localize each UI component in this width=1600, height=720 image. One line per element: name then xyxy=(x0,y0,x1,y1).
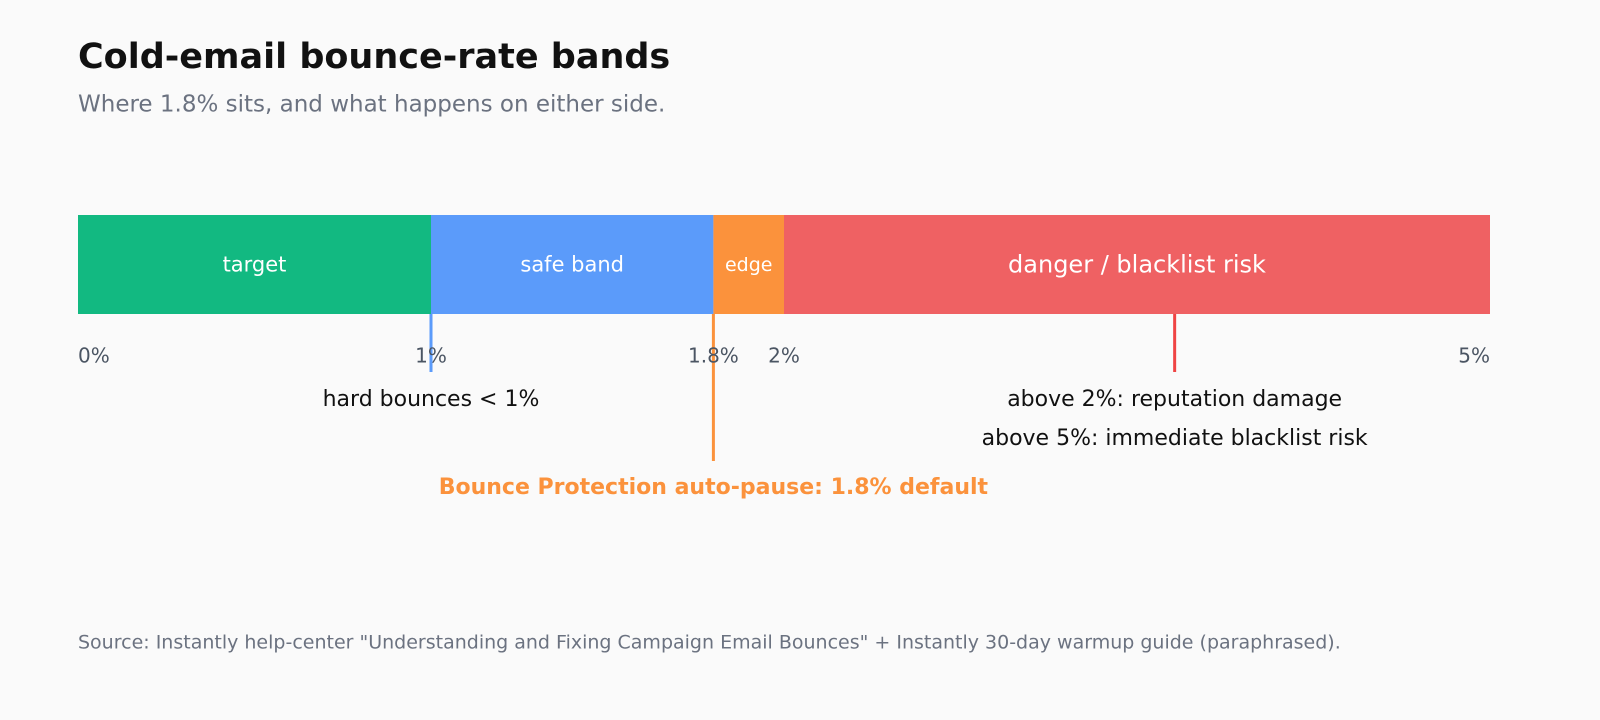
x-tick-label: 1% xyxy=(415,344,447,368)
band-segment xyxy=(431,215,714,314)
chart-subtitle: Where 1.8% sits, and what happens on eit… xyxy=(78,92,665,118)
segment-label: target xyxy=(223,253,287,277)
source-note: Source: Instantly help-center "Understan… xyxy=(78,632,1341,654)
segment-label: danger / blacklist risk xyxy=(1008,251,1266,279)
segment-label: edge xyxy=(725,254,773,276)
annotation-text: Bounce Protection auto-pause: 1.8% defau… xyxy=(439,475,989,500)
x-tick-label: 2% xyxy=(768,344,800,368)
band-segment xyxy=(784,215,1490,314)
x-tick-label: 1.8% xyxy=(688,344,739,368)
chart-title: Cold-email bounce-rate bands xyxy=(78,37,670,77)
annotation-text: above 2%: reputation damage xyxy=(1007,387,1342,412)
annotation-text: hard bounces < 1% xyxy=(323,387,540,412)
x-tick-label: 5% xyxy=(1458,344,1490,368)
annotation-text: above 5%: immediate blacklist risk xyxy=(982,426,1368,451)
x-tick-label: 0% xyxy=(78,344,110,368)
segment-label: safe band xyxy=(520,253,624,277)
band-segment xyxy=(78,215,431,314)
band-segment xyxy=(713,215,784,314)
